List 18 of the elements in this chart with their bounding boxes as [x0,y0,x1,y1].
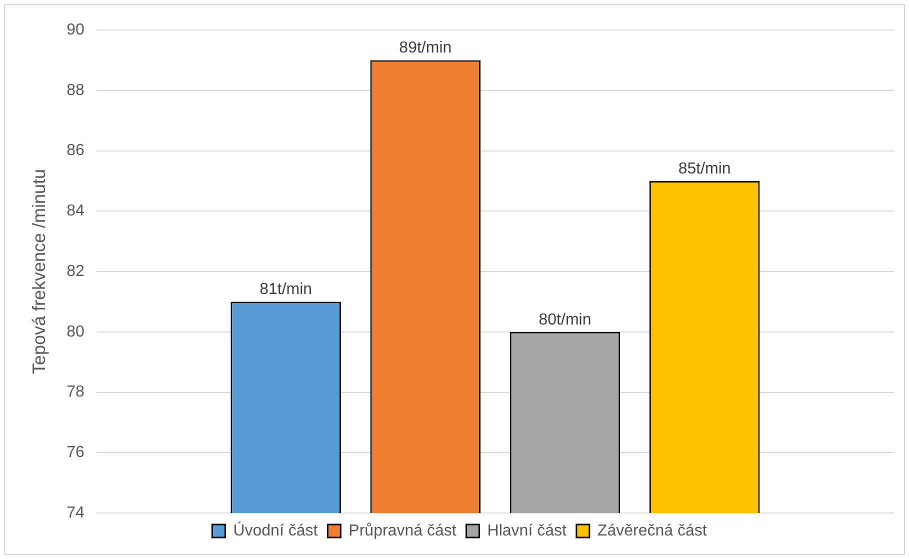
data-label: 80t/min [538,311,592,328]
y-tick-label: 74 [66,504,84,522]
data-label: 89t/min [399,40,452,57]
y-tick-label: 76 [66,444,84,462]
y-tick-label: 88 [66,82,84,99]
y-tick-label: 80 [66,323,84,340]
y-tick-label: 84 [66,202,84,220]
legend-label: Závěrečná část [597,522,708,540]
legend-label: Hlavní část [487,522,567,540]
y-tick-label: 86 [66,142,84,160]
data-label: 81t/min [260,281,312,298]
y-axis-title: Tepová frekvence /minutu [28,168,49,374]
y-tick-label: 90 [66,21,84,38]
y-tick-label: 78 [66,384,84,401]
legend-label: Úvodní část [233,521,318,540]
legend-label: Průpravná část [348,522,457,540]
y-tick-label: 82 [66,262,84,280]
data-label: 85t/min [678,160,731,178]
